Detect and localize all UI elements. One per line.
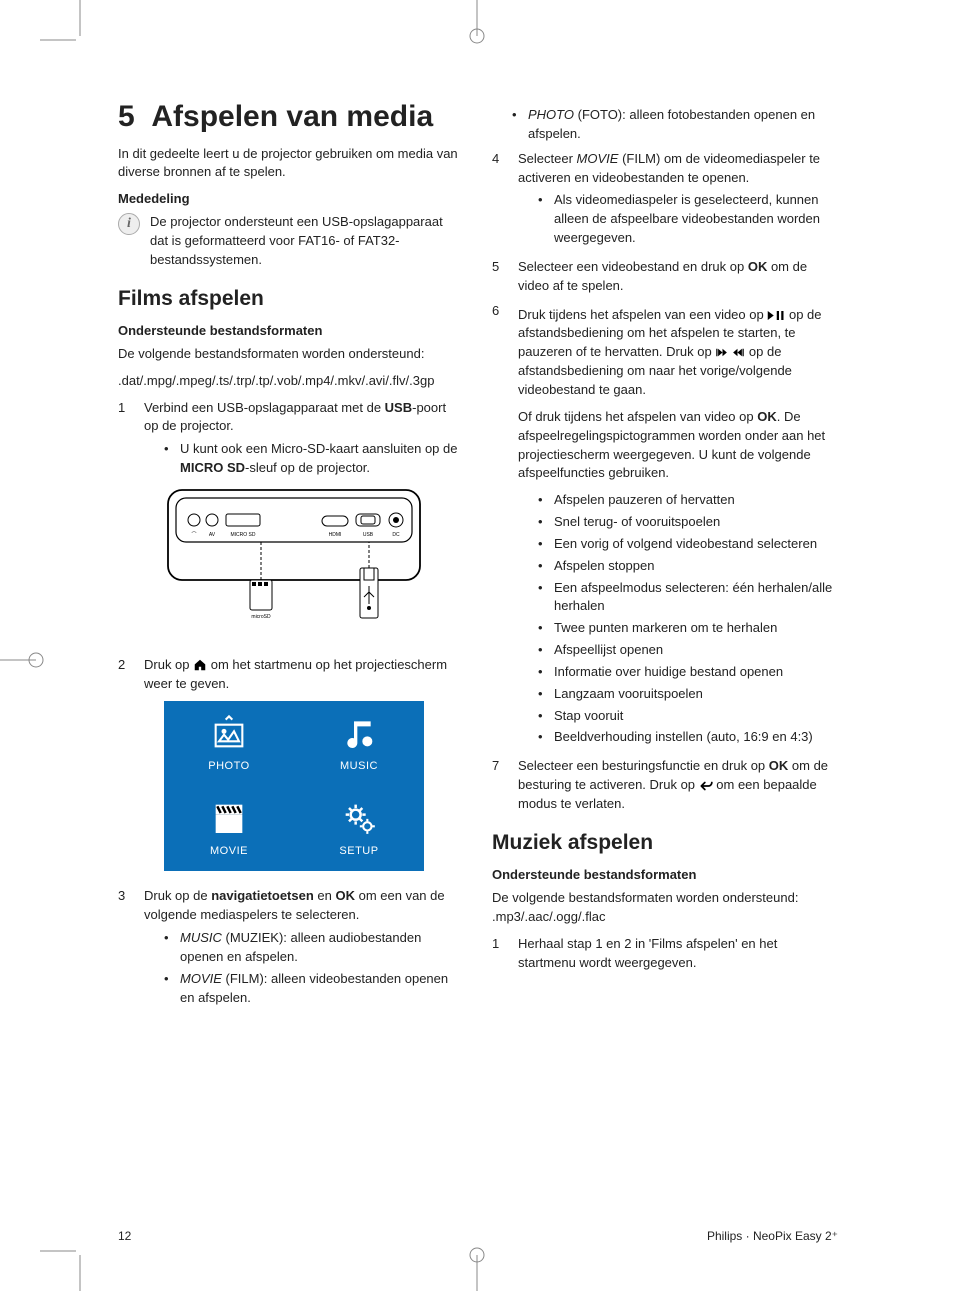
- formats-intro: De volgende bestandsformaten worden onde…: [118, 345, 464, 364]
- music-step-1: 1 Herhaal stap 1 en 2 in 'Films afspelen…: [492, 935, 838, 973]
- section-films-heading: Films afspelen: [118, 284, 464, 314]
- step-3: 3 Druk op de navigatietoetsen en OK om e…: [118, 887, 464, 1011]
- playback-function-item: Twee punten markeren om te herhalen: [538, 619, 838, 638]
- product-name: Philips · NeoPix Easy 2⁺: [707, 1228, 838, 1245]
- svg-text:microSD: microSD: [251, 614, 271, 620]
- formats-label: Ondersteunde bestandsformaten: [118, 322, 464, 341]
- info-icon: i: [118, 213, 140, 235]
- section-music-heading: Muziek afspelen: [492, 828, 838, 858]
- svg-text:DC: DC: [392, 532, 400, 538]
- playback-function-item: Snel terug- of vooruitspoelen: [538, 513, 838, 532]
- playback-function-item: Afspelen pauzeren of hervatten: [538, 491, 838, 510]
- play-pause-icon: [767, 310, 785, 321]
- playback-function-item: Beeldverhouding instellen (auto, 16:9 en…: [538, 728, 838, 747]
- page-footer: 12 Philips · NeoPix Easy 2⁺: [118, 1228, 838, 1245]
- playback-function-item: Een afspeelmodus selecteren: één herhale…: [538, 579, 838, 617]
- notice-label: Mededeling: [118, 190, 464, 209]
- intro-text: In dit gedeelte leert u de projector geb…: [118, 145, 464, 183]
- svg-text:AV: AV: [209, 532, 216, 538]
- music-formats-intro: De volgende bestandsformaten worden onde…: [492, 889, 838, 927]
- notice-box: i De projector ondersteunt een USB-opsla…: [118, 213, 464, 270]
- step-2: 2 Druk op om het startmenu op het projec…: [118, 656, 464, 882]
- step-1: 1 Verbind een USB-opslagapparaat met de …: [118, 399, 464, 650]
- step-7: 7 Selecteer een besturingsfunctie en dru…: [492, 757, 838, 814]
- film-formats: .dat/.mpg/.mpeg/.ts/.trp/.tp/.vob/.mp4/.…: [118, 372, 464, 391]
- svg-text:HDMI: HDMI: [329, 532, 342, 538]
- music-formats-label: Ondersteunde bestandsformaten: [492, 866, 838, 885]
- step3-photo-bullet: PHOTO (FOTO): alleen fotobestanden opene…: [512, 106, 838, 144]
- right-column: PHOTO (FOTO): alleen fotobestanden opene…: [492, 100, 838, 1018]
- step-5: 5 Selecteer een videobestand en druk op …: [492, 258, 838, 296]
- svg-text:⌒: ⌒: [191, 532, 196, 538]
- playback-function-item: Stap vooruit: [538, 707, 838, 726]
- chapter-heading: 5 Afspelen van media: [118, 100, 464, 135]
- left-column: 5 Afspelen van media In dit gedeelte lee…: [118, 100, 464, 1018]
- home-icon: [193, 658, 207, 672]
- menu-movie: MOVIE: [164, 786, 294, 871]
- step-6: 6 Druk tijdens het afspelen van een vide…: [492, 302, 838, 752]
- menu-photo: PHOTO: [164, 701, 294, 786]
- svg-text:MICRO SD: MICRO SD: [231, 532, 256, 538]
- back-icon: [699, 780, 713, 792]
- playback-function-item: Langzaam vooruitspoelen: [538, 685, 838, 704]
- menu-music: MUSIC: [294, 701, 424, 786]
- menu-setup: SETUP: [294, 786, 424, 871]
- prev-next-icon: [715, 347, 745, 358]
- playback-function-item: Informatie over huidige bestand openen: [538, 663, 838, 682]
- playback-function-item: Afspeellijst openen: [538, 641, 838, 660]
- playback-function-item: Een vorig of volgend videobestand select…: [538, 535, 838, 554]
- playback-function-item: Afspelen stoppen: [538, 557, 838, 576]
- notice-text: De projector ondersteunt een USB-opslaga…: [150, 213, 464, 270]
- projector-diagram: ⌒ AV MICRO SD HDMI USB DC: [164, 486, 464, 642]
- page-number: 12: [118, 1228, 131, 1245]
- home-menu-diagram: PHOTO MUSIC MOVIE: [164, 701, 424, 871]
- step-4: 4 Selecteer MOVIE (FILM) om de videomedi…: [492, 150, 838, 252]
- svg-text:USB: USB: [363, 532, 374, 538]
